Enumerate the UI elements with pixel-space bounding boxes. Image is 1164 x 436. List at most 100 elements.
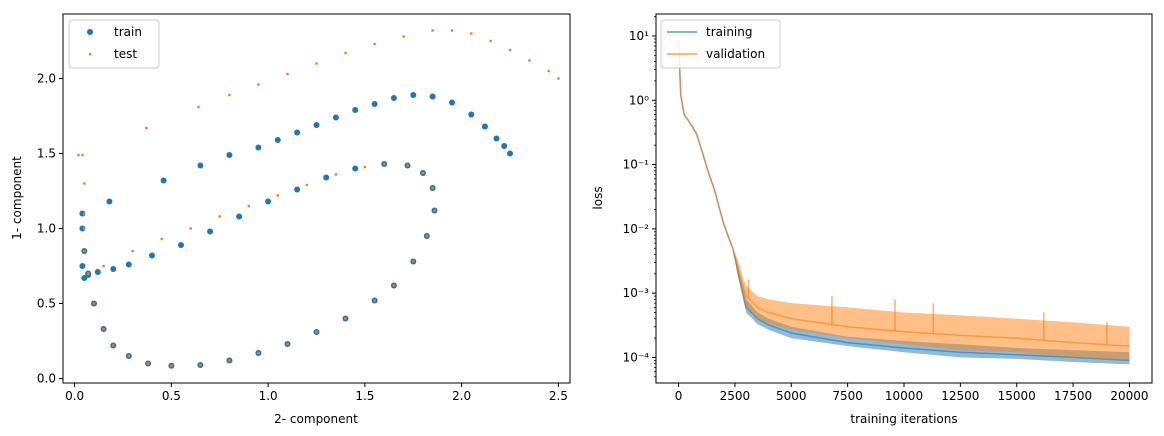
train-point-43 [255,144,262,151]
test-point-43 [286,72,289,76]
train-point-37 [81,275,88,281]
test-point-24 [315,330,318,334]
train-point-31 [178,242,184,248]
train-point-0 [79,210,86,217]
validation-noise-band [678,42,1130,361]
test-point-21 [392,284,396,287]
loss-y-tick-label-4: 10⁰ [629,93,649,107]
train-point-58 [507,150,513,157]
train-point-34 [110,266,117,272]
loss-x-tick-label-2: 5000 [776,389,807,403]
loss-x-tick-label-8: 20000 [1110,389,1148,403]
loss-y-tick-label-5: 10¹ [629,29,649,43]
test-point-27 [228,359,231,362]
test-point-20 [412,260,415,263]
train-point-56 [493,135,500,142]
test-point-54 [547,69,550,73]
test-point-49 [450,29,454,32]
legend-label-test: test [114,47,137,61]
train-point-26 [323,174,330,181]
scatter-legend: train test [68,19,160,69]
test-point-26 [257,351,260,355]
train-point-32 [149,252,155,259]
train-point-55 [481,123,488,130]
scatter-y-tick-label-2: 1.0 [37,222,56,236]
test-point-1 [81,153,84,157]
test-point-32 [112,344,115,347]
loss-x-tick-label-1: 2500 [720,389,751,403]
scatter-x-tick-label-3: 1.5 [355,389,374,403]
train-point-27 [294,186,301,193]
test-point-23 [344,317,347,320]
legend-label-train: train [114,25,142,39]
train-point-41 [197,162,204,169]
test-point-15 [406,164,409,167]
test-point-46 [373,42,376,46]
test-point-6 [160,237,163,241]
test-point-44 [315,62,318,65]
train-point-35 [94,269,101,275]
test-point-36 [83,249,86,253]
scatter-x-tick-label-4: 2.0 [452,389,471,403]
test-point-41 [228,93,231,97]
scatter-x-tick-label-1: 0.5 [162,389,181,403]
test-point-17 [431,186,434,190]
train-point-49 [371,101,378,107]
train-point-45 [294,129,301,136]
train-point-46 [313,122,320,128]
train-point-57 [501,143,508,149]
test-point-50 [470,32,473,35]
test-point-0 [77,153,80,157]
test-point-40 [197,105,200,109]
scatter-panel: 0.0 0.5 1.0 1.5 2.0 2.5 0.0 0.5 1.0 1.5 2.0 2- co… [10,13,571,426]
test-point-55 [557,77,560,80]
scatter-axes-frame [62,13,571,384]
loss-y-axis-label: loss [591,186,605,209]
test-point-33 [102,327,105,331]
test-point-31 [127,354,130,358]
loss-x-tick-label-3: 7500 [832,389,863,403]
test-point-37 [83,227,86,230]
train-point-42 [226,152,233,158]
train-point-44 [274,137,281,143]
legend-label-validation: validation [706,47,765,61]
test-point-2 [83,182,86,185]
loss-x-axis-label: training iterations [850,412,957,426]
train-point-39 [106,198,113,205]
test-point-18 [433,209,436,212]
scatter-y-tick-label-3: 1.5 [37,147,56,161]
train-point-33 [125,261,132,268]
train-point-47 [332,114,339,121]
loss-x-ticks: 0 2500 5000 7500 10000 12500 15000 17500 20000 [675,383,1149,403]
validation-line [677,42,1130,347]
train-point-53 [449,99,455,106]
test-point-10 [276,194,279,197]
train-point-1 [79,225,86,232]
train-point-28 [265,198,272,205]
test-point-22 [373,299,376,302]
test-point-13 [363,165,367,169]
test-point-7 [189,227,192,230]
train-point-54 [468,111,475,118]
test-point-12 [334,173,338,176]
scatter-x-tick-label-0: 0.0 [65,389,84,403]
test-point-52 [508,48,512,52]
train-point-40 [160,177,167,184]
test-point-19 [425,234,428,238]
scatter-y-tick-label-0: 0.0 [37,372,56,386]
test-point-30 [146,362,150,365]
train-point-52 [429,93,436,100]
test-point-48 [431,29,434,32]
test-point-29 [170,364,173,367]
test-point-39 [145,126,148,130]
loss-x-tick-label-0: 0 [675,389,683,403]
scatter-points [77,29,560,369]
loss-y-tick-label-2: 10⁻² [623,222,650,236]
scatter-x-tick-label-2: 1.0 [259,389,278,403]
scatter-y-tick-label-1: 0.5 [37,297,56,311]
loss-y-tick-label-1: 10⁻³ [623,286,650,300]
loss-y-tick-label-3: 10⁻¹ [623,158,650,172]
scatter-y-axis-label: 1- component [10,156,24,240]
test-point-16 [421,171,425,175]
loss-x-tick-label-4: 10000 [885,389,923,403]
